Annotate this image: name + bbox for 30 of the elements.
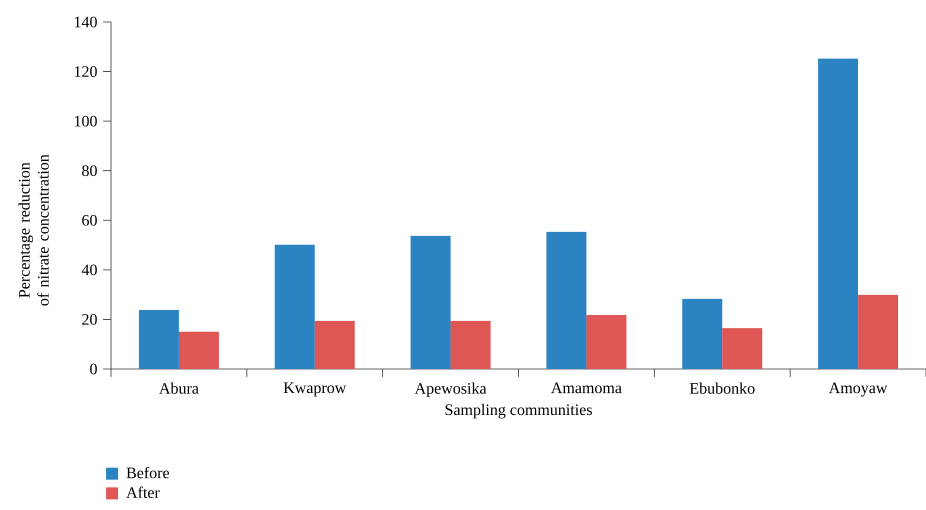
bar bbox=[586, 314, 626, 369]
bar bbox=[178, 332, 219, 369]
x-axis-title: Sampling communities bbox=[446, 404, 592, 418]
bar bbox=[682, 298, 722, 369]
x-tick-label: Ebubonko bbox=[690, 382, 755, 394]
y-tick-label: 60 bbox=[82, 214, 97, 226]
y-axis-title: Percentage reduction of nitrate concentration bbox=[18, 154, 49, 306]
bar bbox=[410, 236, 451, 369]
y-tick-label: 40 bbox=[82, 264, 97, 276]
x-tick-label: Kwaprow bbox=[284, 382, 346, 396]
y-tick-label: 100 bbox=[74, 116, 97, 127]
y-tick-label: 0 bbox=[90, 364, 97, 374]
x-tick-label: Abura bbox=[159, 382, 199, 394]
y-tick-label: 120 bbox=[74, 66, 97, 77]
bar bbox=[450, 320, 491, 369]
bar bbox=[274, 244, 315, 369]
legend-label: Before bbox=[126, 466, 170, 478]
bar bbox=[722, 328, 762, 369]
y-tick-label: 20 bbox=[82, 314, 97, 325]
bar bbox=[546, 232, 586, 369]
bar bbox=[818, 58, 858, 369]
y-tick-label: 80 bbox=[82, 165, 97, 176]
x-tick-label: Amoyaw bbox=[828, 382, 888, 397]
x-tick-label: Amamoma bbox=[551, 382, 622, 394]
bar bbox=[138, 310, 179, 369]
y-tick-label: 140 bbox=[74, 16, 97, 28]
x-tick-label: Apewosika bbox=[414, 382, 486, 398]
legend-label: After bbox=[126, 486, 160, 498]
bar bbox=[314, 320, 355, 369]
bar bbox=[858, 294, 898, 369]
